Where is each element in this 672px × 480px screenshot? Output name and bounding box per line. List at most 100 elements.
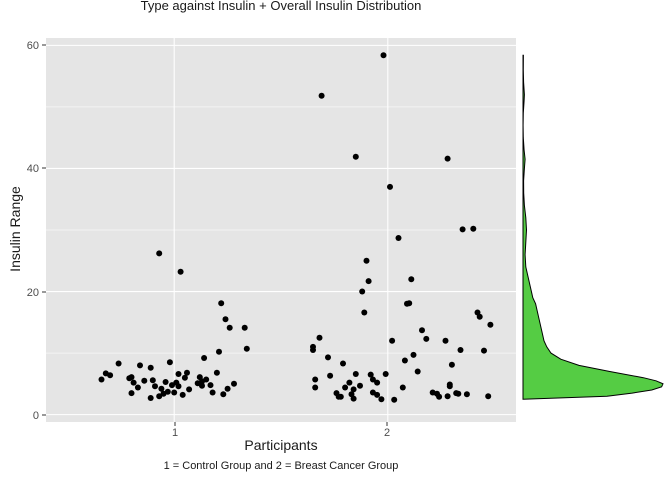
x-tick-label-2: 2 (384, 427, 390, 439)
point-group2-19 (357, 382, 363, 389)
point-group2-34 (391, 396, 398, 403)
point-group2-25 (369, 376, 376, 383)
point-group2-49 (444, 155, 451, 162)
point-group1-17 (158, 385, 165, 392)
point-group2-37 (401, 357, 408, 364)
point-group1-6 (128, 390, 135, 397)
point-group2-36 (399, 384, 406, 391)
point-group1-31 (186, 386, 193, 393)
point-group2-57 (459, 226, 466, 233)
point-group2-48 (442, 337, 449, 344)
point-group2-63 (485, 393, 492, 400)
point-group1-28 (179, 391, 186, 398)
y-tick-label-20: 20 (27, 287, 39, 299)
point-group2-64 (487, 321, 494, 328)
point-group1-36 (201, 355, 208, 361)
point-group1-3 (115, 360, 122, 367)
point-group1-46 (226, 324, 233, 331)
point-group2-4 (316, 334, 323, 341)
point-group2-5 (318, 92, 325, 99)
point-group1-11 (147, 364, 154, 371)
point-group2-32 (387, 183, 393, 190)
point-group1-41 (216, 348, 222, 355)
y-axis-label: Insulin Range (7, 186, 23, 272)
point-group2-35 (395, 235, 402, 241)
point-group1-15 (156, 250, 163, 257)
point-group2-43 (419, 327, 425, 334)
point-group2-11 (340, 360, 346, 367)
point-group1-34 (199, 382, 205, 389)
point-group1-30 (184, 369, 190, 376)
point-group2-16 (350, 386, 357, 393)
point-group1-27 (177, 268, 184, 275)
point-group2-62 (481, 347, 487, 354)
point-group1-7 (130, 379, 137, 386)
chart-title: Type against Insulin + Overall Insulin D… (141, 0, 422, 13)
point-group2-10 (337, 393, 344, 400)
point-group2-28 (374, 379, 381, 386)
point-group2-12 (342, 384, 349, 391)
point-group2-7 (327, 372, 334, 379)
point-group2-50 (444, 393, 451, 400)
point-group1-42 (218, 300, 225, 307)
y-tick-label-40: 40 (27, 163, 39, 175)
point-group2-24 (367, 371, 374, 378)
point-group1-25 (175, 383, 182, 390)
y-tick-label-60: 60 (27, 40, 39, 52)
y-tick-label-0: 0 (33, 410, 39, 422)
point-group1-49 (243, 345, 250, 352)
point-group1-43 (220, 391, 227, 398)
point-group2-18 (352, 153, 359, 160)
point-group1-12 (149, 377, 156, 384)
point-group1-9 (137, 362, 143, 369)
point-group1-47 (231, 380, 237, 387)
point-group1-0 (98, 376, 105, 383)
point-group1-40 (213, 369, 220, 376)
point-group2-3 (312, 384, 319, 391)
scatter-points (98, 52, 494, 403)
point-group2-41 (410, 351, 417, 358)
point-group1-20 (164, 388, 171, 395)
point-group1-14 (152, 383, 158, 390)
point-group2-33 (389, 337, 396, 344)
point-group1-48 (241, 324, 248, 331)
point-group1-5 (128, 374, 135, 381)
point-group1-29 (181, 374, 188, 381)
major-grid (46, 38, 516, 422)
marginal-density-area (522, 54, 664, 400)
point-group2-44 (423, 335, 430, 342)
point-group2-39 (406, 300, 413, 307)
x-axis-label: Participants (244, 437, 317, 453)
point-group1-23 (171, 389, 178, 396)
point-group2-56 (457, 347, 464, 353)
point-group1-38 (207, 382, 214, 389)
point-group2-47 (436, 393, 443, 400)
point-group2-6 (325, 354, 331, 361)
point-group2-52 (446, 381, 453, 388)
point-group1-26 (175, 371, 182, 377)
point-group2-1 (310, 343, 316, 350)
point-group2-27 (374, 391, 381, 398)
point-group1-21 (166, 359, 173, 366)
point-group2-30 (380, 52, 387, 59)
point-group1-2 (107, 372, 114, 379)
point-group2-58 (463, 391, 470, 398)
point-group1-13 (147, 395, 154, 401)
point-group2-13 (346, 379, 353, 386)
point-group2-23 (365, 278, 372, 285)
point-group1-8 (134, 384, 141, 391)
point-group2-20 (359, 288, 366, 295)
point-group1-44 (222, 316, 229, 323)
point-group1-19 (162, 379, 169, 385)
point-group2-61 (476, 313, 483, 320)
point-group2-40 (408, 276, 415, 283)
point-group2-17 (352, 371, 359, 377)
point-group2-29 (378, 396, 385, 403)
point-group2-42 (414, 368, 421, 375)
point-group2-53 (448, 361, 455, 368)
point-group2-55 (455, 390, 462, 397)
point-group2-15 (350, 395, 357, 402)
point-group1-45 (224, 385, 231, 392)
point-group2-2 (312, 376, 319, 383)
